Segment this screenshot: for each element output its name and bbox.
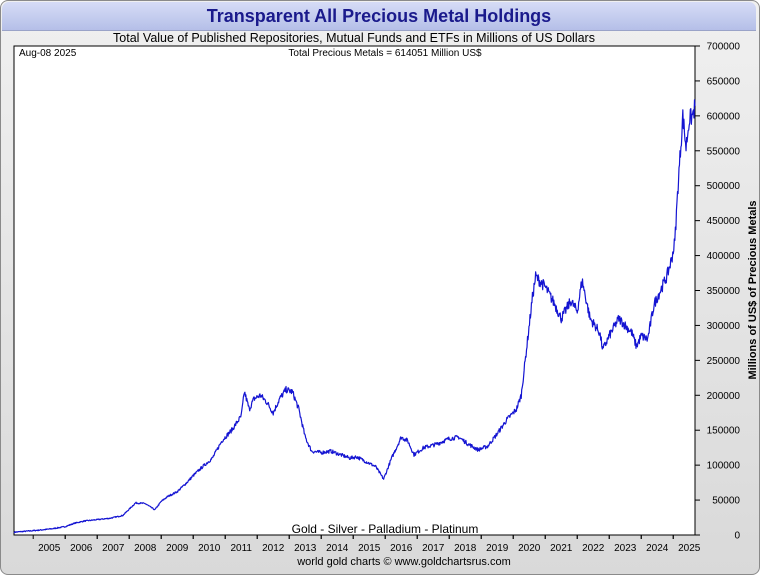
x-tick-label: 2022: [582, 543, 605, 554]
y-tick-label: 150000: [707, 426, 741, 437]
x-tick-label: 2018: [454, 543, 477, 554]
chart-title: Transparent All Precious Metal Holdings: [2, 2, 756, 31]
y-tick-label: 650000: [707, 76, 741, 87]
y-tick-label: 400000: [707, 251, 741, 262]
total-label: Total Precious Metals = 614051 Million U…: [288, 48, 482, 59]
y-axis: 0 50000 100000 150000 200000 250000 300000 3500…: [695, 42, 740, 542]
x-tick-label: 2024: [646, 543, 669, 554]
date-label: Aug-08 2025: [19, 48, 77, 59]
chart-subtitle: Total Value of Published Repositories, M…: [113, 31, 595, 45]
y-tick-label: 50000: [712, 496, 740, 507]
y-axis-label: Millions of US$ of Precious Metals: [747, 200, 759, 379]
y-tick-label: 100000: [707, 461, 741, 472]
x-tick-label: 2012: [262, 543, 285, 554]
y-tick-label: 250000: [707, 356, 741, 367]
x-tick-label: 2011: [230, 543, 252, 554]
plot-area: [13, 45, 696, 536]
x-tick-label: 2007: [102, 543, 125, 554]
y-tick-label: 0: [734, 531, 740, 542]
y-tick-label: 700000: [707, 42, 741, 53]
y-tick-label: 300000: [707, 321, 741, 332]
x-tick-label: 2017: [422, 543, 445, 554]
x-axis: 2005 2006 2007 2008 2009 2010 2011 2012 2013 2014…: [32, 535, 701, 554]
y-tick-label: 350000: [707, 286, 741, 297]
series-line: [13, 99, 696, 534]
x-tick-label: 2014: [326, 543, 349, 554]
x-tick-label: 2006: [70, 543, 93, 554]
y-tick-label: 550000: [707, 146, 741, 157]
x-tick-label: 2016: [390, 543, 413, 554]
x-tick-label: 2009: [166, 543, 189, 554]
y-tick-label: 500000: [707, 181, 741, 192]
y-tick-label: 600000: [707, 111, 741, 122]
x-tick-label: 2023: [614, 543, 637, 554]
y-tick-label: 450000: [707, 216, 741, 227]
x-tick-label: 2015: [358, 543, 381, 554]
x-tick-label: 2025: [678, 543, 701, 554]
x-tick-label: 2013: [294, 543, 317, 554]
x-tick-label: 2008: [134, 543, 157, 554]
x-tick-label: 2021: [550, 543, 573, 554]
x-tick-label: 2010: [198, 543, 221, 554]
x-tick-label: 2005: [38, 543, 61, 554]
footer-credit: world gold charts © www.goldchartsrus.co…: [297, 556, 511, 568]
x-tick-label: 2019: [486, 543, 509, 554]
y-tick-label: 200000: [707, 391, 741, 402]
metals-label: Gold - Silver - Palladium - Platinum: [292, 522, 479, 536]
x-tick-label: 2020: [518, 543, 541, 554]
